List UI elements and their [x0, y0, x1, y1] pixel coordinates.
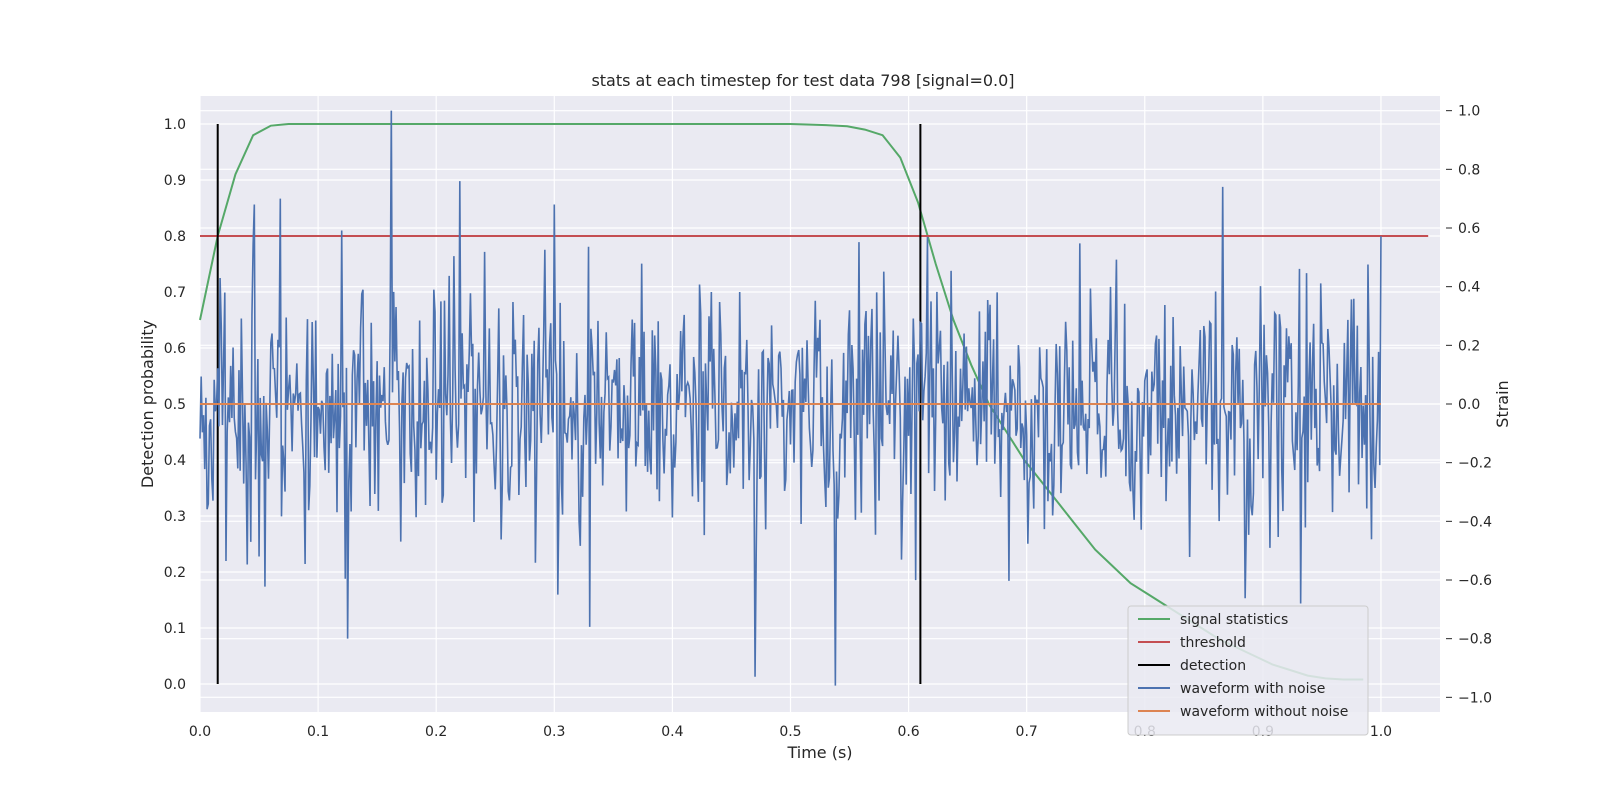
y-tick-label: 0.3: [164, 509, 186, 525]
legend-box: [1127, 605, 1369, 736]
y2-tick-label: 0.8: [1458, 162, 1480, 178]
x-tick-label: 0.6: [897, 724, 919, 740]
y-axis-label: Detection probability: [138, 320, 157, 488]
x-tick-label: 0.2: [425, 724, 447, 740]
y2-tick-label: −0.2: [1458, 456, 1492, 472]
y-tick-label: 0.2: [164, 565, 186, 581]
y-tick-label: 0.8: [164, 229, 186, 245]
x-tick-label: 0.5: [779, 724, 801, 740]
x-tick-label: 0.3: [543, 724, 565, 740]
y2-tick-label: 0.0: [1458, 397, 1480, 413]
y-tick-label: 0.7: [164, 285, 186, 301]
legend-label: signal statistics: [1180, 612, 1288, 628]
ticks-layer: 0.0 0.1 0.2 0.3 0.4 0.5 0.6 0.7 0.8 0.9 1.0 0.0 0.1 0…: [164, 104, 1492, 740]
waveform-with-noise-line: [199, 110, 1382, 686]
chart-title: stats at each timestep for test data 798…: [591, 71, 1014, 90]
x-tick-label: 1.0: [1370, 724, 1392, 740]
y2-tick-label: 0.6: [1458, 221, 1480, 237]
x-tick-label: 0.7: [1016, 724, 1038, 740]
legend-label: threshold: [1180, 635, 1246, 651]
x-tick-label: 0.4: [661, 724, 683, 740]
x-tick-label: 0.1: [307, 724, 329, 740]
y-tick-label: 0.9: [164, 173, 186, 189]
y-tick-label: 0.0: [164, 677, 186, 693]
y-tick-label: 0.4: [164, 453, 186, 469]
y2-tick-label: 0.4: [1458, 280, 1480, 296]
legend-label: detection: [1180, 658, 1246, 674]
y2-tick-label: −0.6: [1458, 573, 1492, 589]
y2-tick-label: −1.0: [1458, 690, 1492, 706]
x-tick-label: 0.0: [189, 724, 211, 740]
y-tick-label: 1.0: [164, 117, 186, 133]
y2-axis-label: Strain: [1493, 380, 1512, 427]
legend-label: waveform without noise: [1180, 704, 1348, 720]
y-tick-label: 0.6: [164, 341, 186, 357]
y2-tick-label: 1.0: [1458, 104, 1480, 120]
y-tick-label: 0.5: [164, 397, 186, 413]
y2-tick-label: −0.8: [1458, 632, 1492, 648]
legend: signal statistics threshold detection wavef…: [1127, 605, 1369, 736]
legend-label: waveform with noise: [1180, 681, 1325, 697]
y-tick-label: 0.1: [164, 621, 186, 637]
x-axis-label: Time (s): [786, 743, 852, 762]
y2-tick-label: −0.4: [1458, 514, 1492, 530]
y2-tick-label: 0.2: [1458, 338, 1480, 354]
